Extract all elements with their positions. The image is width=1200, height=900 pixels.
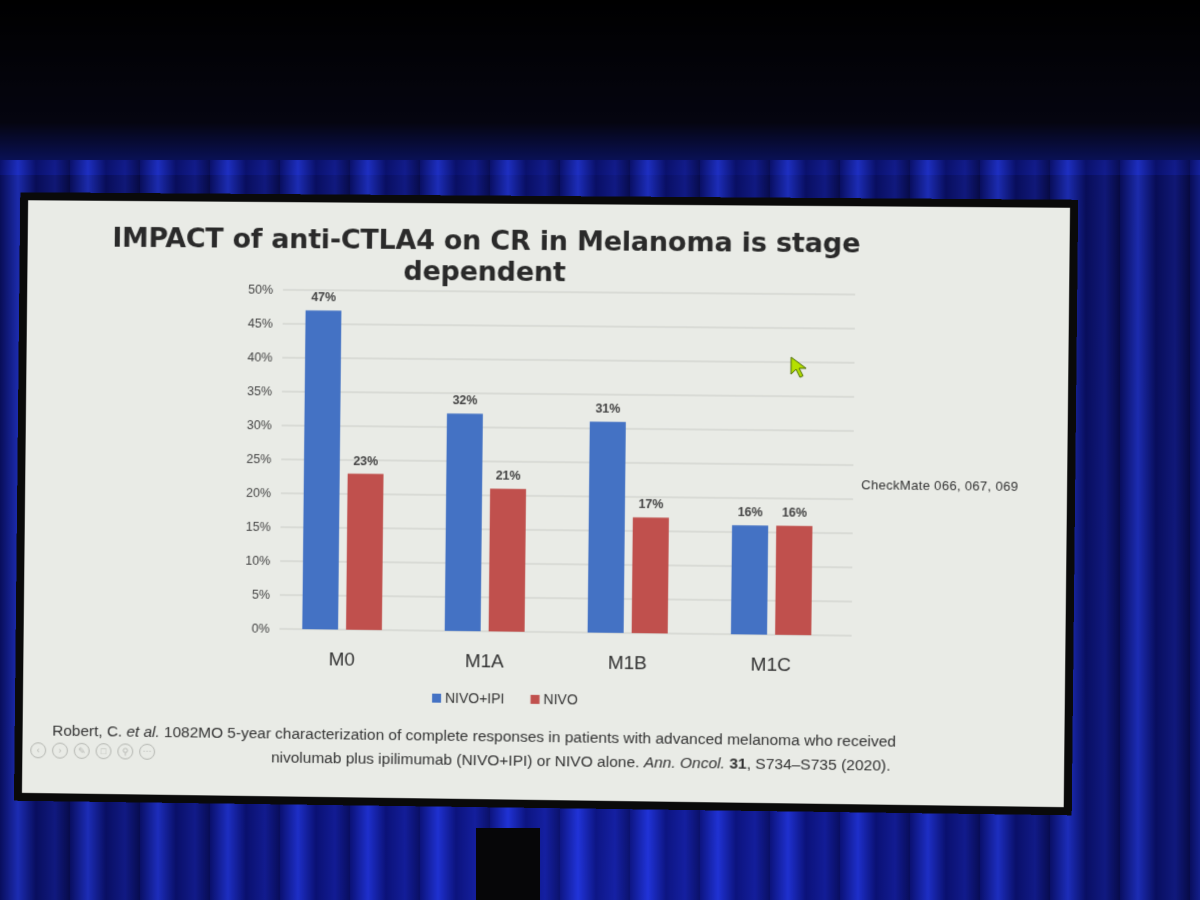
gridline <box>283 290 855 295</box>
source-note: CheckMate 066, 067, 069 <box>861 477 1018 494</box>
bar-nivo-m1a <box>489 489 526 632</box>
bar-nivo-m1b <box>632 517 669 633</box>
citation-line-2-part: , S734–S735 (2020). <box>747 756 891 775</box>
pen-icon[interactable]: ✎ <box>74 743 90 759</box>
bar-nivo-ipi-m1b <box>588 422 626 633</box>
next-icon[interactable]: › <box>52 743 68 759</box>
data-label: 32% <box>453 394 478 408</box>
gridline <box>282 392 854 397</box>
ceiling <box>0 0 1200 175</box>
gridline <box>282 358 854 363</box>
data-label: 16% <box>782 506 807 520</box>
data-label: 31% <box>595 402 620 416</box>
prev-icon[interactable]: ‹ <box>30 742 46 758</box>
x-tick-label: M1B <box>608 653 647 675</box>
y-tick-label: 0% <box>252 622 270 636</box>
data-label: 23% <box>353 454 378 468</box>
y-tick-label: 30% <box>247 418 272 432</box>
presentation-slide: IMPACT of anti-CTLA4 on CR in Melanoma i… <box>22 200 1070 807</box>
legend-label: NIVO <box>543 691 578 707</box>
x-tick-label: M1C <box>751 654 792 676</box>
citation-line-2-part: nivolumab plus ipilimumab (NIVO+IPI) or … <box>271 749 644 771</box>
citation-line-1-part: et al. <box>126 724 159 741</box>
bar-nivo-ipi-m1c <box>731 525 768 634</box>
x-tick-label: M1A <box>465 651 505 673</box>
bar-nivo-ipi-m0 <box>302 310 341 629</box>
bar-nivo-m0 <box>346 474 383 630</box>
citation-line-2-part: 31 <box>729 755 746 772</box>
citation: Robert, C. et al. 1082MO 5-year characte… <box>52 720 1042 781</box>
y-tick-label: 35% <box>247 384 272 398</box>
y-tick-label: 20% <box>246 486 271 500</box>
legend-swatch <box>530 695 539 704</box>
legend-swatch <box>432 694 441 703</box>
mouse-pointer-icon <box>790 356 810 378</box>
bar-nivo-ipi-m1a <box>445 413 483 631</box>
bar-nivo-m1c <box>775 526 812 635</box>
more-icon[interactable]: ⋯ <box>139 744 155 760</box>
legend-label: NIVO+IPI <box>445 690 505 707</box>
citation-line-1-part: Robert, C. <box>52 723 126 741</box>
data-label: 21% <box>496 469 521 483</box>
gridline <box>283 324 855 329</box>
podium <box>476 828 540 900</box>
slides-icon[interactable]: □ <box>96 743 112 759</box>
y-tick-label: 10% <box>245 554 270 568</box>
projection-screen: IMPACT of anti-CTLA4 on CR in Melanoma i… <box>14 192 1078 815</box>
x-tick-label: M0 <box>328 649 354 670</box>
data-label: 47% <box>311 290 336 304</box>
data-label: 16% <box>738 505 763 519</box>
y-tick-label: 5% <box>252 588 270 602</box>
y-tick-label: 15% <box>246 520 271 534</box>
y-tick-label: 25% <box>246 452 271 466</box>
y-tick-label: 45% <box>248 316 273 330</box>
bar-chart: 0% 5% 10% 15% 20% 25% 30% 35% 40% 45% 50% 47% 23% M0 3… <box>23 200 1070 730</box>
y-tick-label: 40% <box>247 350 272 364</box>
zoom-icon[interactable]: ⚲ <box>117 743 133 759</box>
data-label: 17% <box>638 497 663 511</box>
slideshow-nav-controls: ‹ › ✎ □ ⚲ ⋯ <box>30 742 155 760</box>
y-tick-label: 50% <box>248 283 273 297</box>
citation-line-2-part: Ann. Oncol. <box>644 754 725 772</box>
gridline <box>282 425 854 431</box>
